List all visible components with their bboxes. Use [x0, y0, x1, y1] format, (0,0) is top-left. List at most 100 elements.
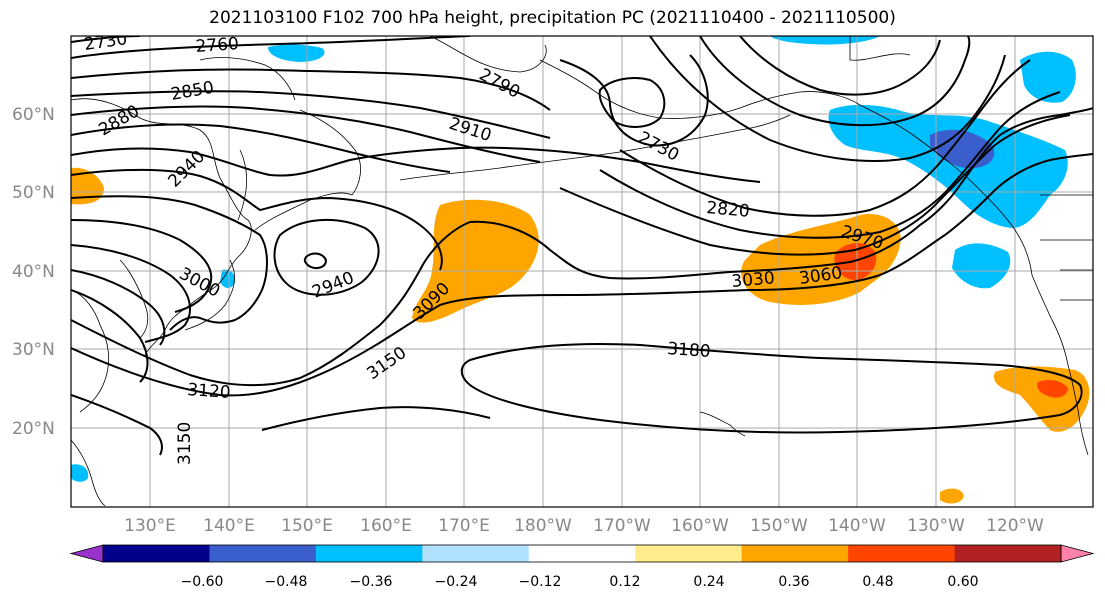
contour-label: 3030 [731, 268, 776, 292]
colorbar-tick-label: 0.48 [862, 574, 893, 590]
contour-2880-mid [559, 114, 1071, 256]
contour-label: 3120 [187, 380, 232, 403]
precip-blue-ne [1020, 51, 1076, 103]
colorbar-frame [102, 544, 1062, 563]
contour-label: 2730 [83, 29, 129, 55]
coast-hawaii [699, 411, 746, 437]
coast-kamchatka [299, 109, 361, 196]
coast-alaska [539, 59, 1033, 276]
lat-label: 30°N [12, 340, 55, 360]
contour-trough-b [699, 36, 971, 127]
contour-2790 [71, 68, 551, 111]
precip-blue-japan [220, 269, 236, 288]
contour-3030 [71, 244, 191, 343]
contour-2730-aleut [598, 77, 666, 128]
precip-red-se [1037, 380, 1068, 398]
lon-label: 140°E [203, 516, 255, 536]
precip-orange-west [412, 199, 539, 323]
lon-label: 120°W [986, 516, 1044, 536]
colorbar-segment [635, 545, 743, 562]
colorbar-tick-label: −0.24 [435, 574, 478, 590]
precip-orange-se [994, 366, 1090, 432]
precip-blue-sw [71, 464, 89, 482]
contour-2970 [71, 195, 268, 331]
lon-label: 170°E [438, 516, 490, 536]
precip-blue-north [770, 36, 880, 45]
colorbar-tick-label: 0.36 [778, 574, 809, 590]
colorbar-segment [954, 545, 1062, 562]
precip-orange-west-edge [71, 167, 104, 205]
contour-2760 [71, 36, 471, 59]
coast-china [71, 289, 110, 413]
coast-asia [71, 98, 252, 356]
coast-namerica [1031, 274, 1089, 456]
colorbar-extend-low [69, 544, 104, 563]
coast-aleutian [399, 114, 791, 181]
lon-label: 150°E [281, 516, 333, 536]
contour-2760-aleut [559, 54, 709, 147]
coast-philippines [71, 439, 106, 507]
contour-label: 2760 [195, 34, 240, 57]
precip-blue-okhotsk [268, 44, 325, 62]
colorbar-segments [69, 544, 1095, 563]
contour-3150 [71, 153, 1093, 397]
latitude-labels: 60°N 50°N 40°N 30°N 20°N [12, 105, 55, 439]
contour-trough-a [739, 36, 941, 96]
lat-label: 60°N [12, 105, 55, 125]
colorbar-tick-label: −0.60 [181, 574, 224, 590]
colorbar-segment [848, 545, 956, 562]
colorbar-tick-label: 0.12 [609, 574, 640, 590]
lat-label: 40°N [12, 262, 55, 282]
lat-label: 50°N [12, 183, 55, 203]
contour-2850-mid [599, 91, 1061, 239]
colorbar-tick-label: −0.48 [265, 574, 308, 590]
colorbar-segment [528, 545, 636, 562]
lon-label: 170°W [593, 516, 651, 536]
contour-3060 [71, 269, 166, 346]
colorbar-extend-high [1060, 544, 1095, 563]
colorbar-segment [741, 545, 849, 562]
contour-3090 [71, 289, 149, 383]
lon-label: 180°W [514, 516, 572, 536]
colorbar-tick-label: 0.24 [693, 574, 724, 590]
contour-2820 [71, 90, 551, 139]
coast-arctic [429, 36, 547, 73]
contour-3000 [71, 219, 213, 313]
lon-label: 160°E [360, 516, 412, 536]
coast-okhotsk [199, 57, 296, 101]
lon-label: 140°W [828, 516, 886, 536]
contour-3150-south [261, 406, 491, 431]
plot-frame [70, 35, 1094, 508]
map-title: 2021103100 F102 700 hPa height, precipit… [209, 8, 896, 28]
contour-label: 3150 [175, 422, 195, 465]
coast-japan [184, 259, 235, 331]
colorbar-segment [422, 545, 530, 562]
longitude-labels: 130°E 140°E 150°E 160°E 170°E 180°W 170°… [124, 516, 1044, 536]
contour-trough-c [649, 36, 1006, 162]
lat-label: 20°N [12, 419, 55, 439]
lon-label: 160°W [671, 516, 729, 536]
colorbar-segment [209, 545, 317, 562]
contour-2820-mid [619, 59, 1031, 217]
coast-korea [119, 259, 149, 339]
lon-label: 130°E [124, 516, 176, 536]
colorbar-ticks: −0.60 −0.48 −0.36 −0.24 −0.12 0.12 0.24 … [181, 574, 979, 590]
coast-canada [849, 36, 911, 61]
contour-3150-sw [71, 394, 163, 456]
contour-3180 [460, 342, 1083, 434]
coast-usborder [1040, 194, 1093, 301]
precip-orange-small [940, 488, 964, 504]
colorbar-segment [315, 545, 423, 562]
colorbar-segment [103, 545, 210, 562]
coastlines [71, 36, 1093, 507]
height-contours [71, 36, 1093, 456]
colorbar-tick-label: 0.60 [947, 574, 978, 590]
contour-2940-low [273, 218, 380, 296]
contour-2880 [71, 123, 451, 173]
colorbar-tick-label: −0.12 [519, 574, 562, 590]
lon-label: 150°W [750, 516, 808, 536]
colorbar: −0.60 −0.48 −0.36 −0.24 −0.12 0.12 0.24 … [69, 544, 1095, 590]
coast-sakhalin [237, 149, 248, 221]
lon-label: 130°W [907, 516, 965, 536]
